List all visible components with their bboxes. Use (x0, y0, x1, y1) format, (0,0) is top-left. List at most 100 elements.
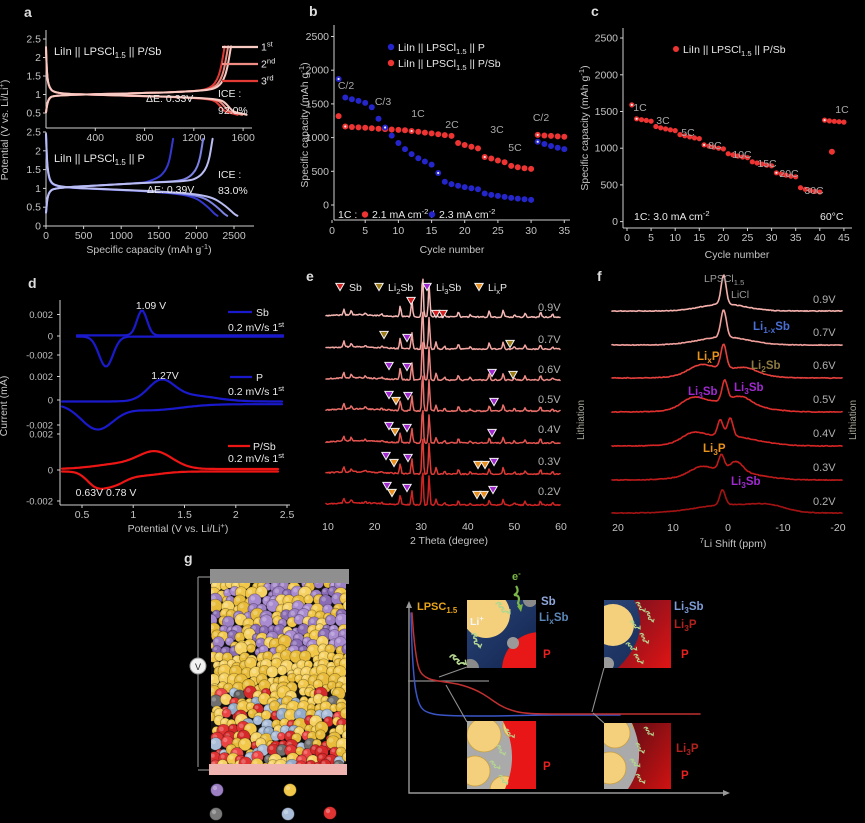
svg-text:1.27V: 1.27V (151, 370, 178, 382)
svg-text:-0.002: -0.002 (26, 497, 53, 508)
svg-text:Li2Sb: Li2Sb (388, 282, 413, 296)
svg-text:2.5: 2.5 (26, 127, 41, 139)
svg-text:2000: 2000 (185, 230, 209, 242)
svg-text:Li3Sb: Li3Sb (688, 386, 718, 400)
svg-text:30: 30 (525, 225, 537, 237)
svg-text:1500: 1500 (147, 230, 171, 242)
svg-text:1C :: 1C : (338, 209, 357, 221)
svg-text:35: 35 (790, 232, 802, 244)
svg-text:P: P (256, 372, 263, 384)
svg-text:20: 20 (369, 521, 381, 533)
svg-text:Li3P: Li3P (703, 443, 726, 457)
svg-text:Lithiation: Lithiation (576, 400, 587, 440)
svg-text:Li3Sb: Li3Sb (731, 476, 761, 490)
svg-text:0: 0 (48, 466, 53, 477)
svg-text:45: 45 (838, 232, 850, 244)
svg-text:-10: -10 (775, 522, 790, 534)
svg-text:50: 50 (509, 521, 521, 533)
svg-text:0.7V: 0.7V (538, 334, 561, 346)
svg-text:1000: 1000 (595, 143, 619, 155)
svg-text:15C: 15C (757, 158, 777, 170)
svg-text:ICE :: ICE : (218, 88, 241, 100)
svg-text:60°C: 60°C (820, 211, 844, 223)
svg-text:1st: 1st (261, 40, 274, 54)
svg-text:2500: 2500 (595, 33, 619, 45)
svg-text:Potential (V vs. Li/Li+): Potential (V vs. Li/Li+) (0, 80, 11, 181)
svg-text:20: 20 (459, 225, 471, 237)
svg-text:Sb: Sb (349, 282, 362, 294)
svg-text:5: 5 (362, 225, 368, 237)
svg-text:1C: 3.0 mA cm-2: 1C: 3.0 mA cm-2 (634, 209, 710, 223)
svg-text:Cycle number: Cycle number (705, 249, 770, 261)
svg-text:P: P (681, 770, 689, 782)
svg-text:20: 20 (612, 522, 624, 534)
svg-text:1500: 1500 (595, 106, 619, 118)
svg-text:P/Sb: P/Sb (253, 441, 276, 453)
svg-text:0: 0 (624, 232, 630, 244)
svg-text:1600: 1600 (231, 132, 255, 144)
svg-text:2: 2 (35, 145, 41, 157)
svg-text:Current (mA): Current (mA) (0, 376, 10, 437)
svg-text:2000: 2000 (595, 69, 619, 81)
svg-text:ΔE: 0.39V: ΔE: 0.39V (147, 184, 194, 196)
svg-text:2000: 2000 (306, 65, 330, 77)
svg-text:2: 2 (35, 52, 41, 64)
svg-text:1000: 1000 (306, 132, 330, 144)
svg-text:P: P (543, 761, 551, 773)
svg-text:0.5V: 0.5V (813, 394, 836, 406)
svg-text:Li3P: Li3P (674, 619, 697, 633)
svg-text:0.7V: 0.7V (813, 327, 836, 339)
svg-text:Sb: Sb (256, 307, 269, 319)
svg-text:-0.002: -0.002 (26, 421, 53, 432)
svg-text:0.6V: 0.6V (538, 364, 561, 376)
svg-text:a: a (24, 4, 32, 20)
svg-text:Li3Sb: Li3Sb (674, 601, 704, 615)
svg-text:92.0%: 92.0% (218, 105, 248, 117)
svg-text:1000: 1000 (110, 230, 134, 242)
svg-text:3C: 3C (656, 115, 670, 127)
svg-text:0.2 mV/s 1st: 0.2 mV/s 1st (228, 451, 285, 465)
svg-text:2500: 2500 (222, 230, 246, 242)
svg-text:Cycle number: Cycle number (420, 244, 485, 256)
svg-text:g: g (184, 550, 193, 566)
svg-text:P: P (543, 649, 551, 661)
svg-text:LiCl: LiCl (731, 289, 749, 301)
svg-text:0.5: 0.5 (26, 108, 41, 120)
svg-text:40: 40 (462, 521, 474, 533)
svg-text:0: 0 (725, 522, 731, 534)
svg-text:LiIn || LPSCl1.5 || P/Sb: LiIn || LPSCl1.5 || P/Sb (54, 46, 161, 60)
svg-text:2.5: 2.5 (280, 509, 295, 521)
svg-text:0.6V: 0.6V (813, 360, 836, 372)
svg-text:1C: 1C (633, 102, 647, 114)
svg-text:1: 1 (130, 509, 136, 521)
svg-text:5: 5 (648, 232, 654, 244)
svg-text:0: 0 (35, 221, 41, 233)
svg-text:25: 25 (742, 232, 754, 244)
svg-text:Li3Sb: Li3Sb (734, 382, 764, 396)
svg-text:1200: 1200 (182, 132, 206, 144)
svg-text:0: 0 (48, 332, 53, 343)
svg-text:0: 0 (43, 230, 49, 242)
svg-text:0.002: 0.002 (29, 430, 53, 441)
svg-text:500: 500 (75, 230, 93, 242)
svg-text:1.5: 1.5 (26, 71, 41, 83)
svg-text:P: P (681, 649, 689, 661)
svg-text:Potential (V vs. Li/Li+): Potential (V vs. Li/Li+) (128, 521, 229, 535)
svg-text:Li1-xSb: Li1-xSb (753, 321, 790, 335)
svg-text:0.4V: 0.4V (538, 424, 561, 436)
svg-text:Li+: Li+ (470, 614, 484, 628)
svg-text:500: 500 (600, 179, 618, 191)
svg-text:20C: 20C (779, 168, 799, 180)
svg-text:Sb: Sb (541, 596, 556, 608)
svg-text:0.5: 0.5 (26, 202, 41, 214)
svg-text:V: V (195, 662, 201, 672)
svg-text:LixP: LixP (488, 282, 507, 296)
svg-text:8C: 8C (708, 140, 722, 152)
svg-text:LiIn || LPSCl1.5 || P/Sb: LiIn || LPSCl1.5 || P/Sb (398, 58, 501, 72)
svg-text:3C: 3C (490, 124, 504, 136)
svg-text:40: 40 (814, 232, 826, 244)
svg-text:10C: 10C (732, 149, 752, 161)
svg-text:LiIn || LPSCl1.5 || P: LiIn || LPSCl1.5 || P (398, 42, 485, 56)
svg-text:0.2V: 0.2V (538, 486, 561, 498)
svg-text:0.5: 0.5 (75, 509, 90, 521)
